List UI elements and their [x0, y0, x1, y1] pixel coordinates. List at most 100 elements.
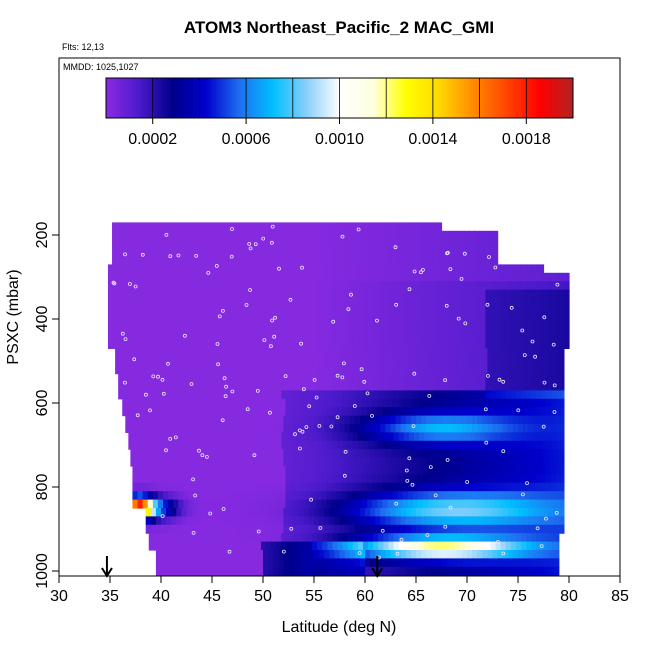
- heatmap-cell: [458, 466, 465, 475]
- heatmap-cell: [306, 373, 313, 383]
- heatmap-cell: [245, 272, 252, 282]
- heatmap-cell: [439, 289, 446, 299]
- heatmap-cell: [424, 264, 430, 274]
- heatmap-cell: [487, 524, 494, 534]
- heatmap-cell: [551, 432, 558, 442]
- heatmap-cell: [174, 390, 180, 400]
- heatmap-cell: [224, 230, 230, 240]
- heatmap-cell: [560, 407, 565, 417]
- heatmap-cell: [230, 289, 237, 299]
- heatmap-cell: [505, 390, 512, 400]
- heatmap-cell: [166, 566, 172, 576]
- heatmap-cell: [351, 256, 358, 265]
- heatmap-cell: [257, 550, 264, 559]
- heatmap-cell: [332, 314, 339, 324]
- heatmap-cell: [123, 264, 129, 274]
- heatmap-cell: [372, 398, 378, 408]
- heatmap-cell: [480, 340, 486, 349]
- heatmap-cell: [137, 222, 144, 232]
- heatmap-cell: [362, 340, 369, 349]
- heatmap-cell: [505, 281, 512, 291]
- heatmap-cell: [525, 466, 531, 475]
- heatmap-cell: [168, 256, 174, 265]
- sample-point: [191, 477, 196, 482]
- heatmap-cell: [439, 331, 446, 341]
- heatmap-cell: [174, 323, 180, 333]
- heatmap-cell: [266, 432, 272, 442]
- heatmap-cell: [433, 474, 440, 484]
- heatmap-cell: [505, 298, 512, 307]
- heatmap-cell: [400, 365, 407, 375]
- heatmap-cell: [485, 289, 492, 299]
- heatmap-cell: [217, 550, 223, 559]
- heatmap-cell: [521, 390, 527, 400]
- heatmap-cell: [398, 306, 405, 316]
- heatmap-cell: [367, 482, 373, 492]
- heatmap-cell: [227, 566, 233, 576]
- heatmap-cell: [412, 398, 419, 408]
- heatmap-cell: [458, 239, 465, 249]
- heatmap-cell: [206, 348, 213, 358]
- heatmap-cell: [500, 373, 507, 383]
- heatmap-cell: [245, 390, 252, 400]
- heatmap-cell: [217, 516, 223, 526]
- heatmap-cell: [342, 298, 349, 307]
- heatmap-cell: [487, 356, 494, 366]
- heatmap-cell: [263, 550, 269, 559]
- x-tick-label: 35: [101, 588, 119, 605]
- heatmap-cell: [470, 382, 476, 391]
- heatmap-cell: [500, 281, 507, 291]
- sample-point: [407, 287, 412, 292]
- heatmap-cell: [266, 331, 272, 341]
- heatmap-cell: [194, 281, 201, 291]
- heatmap-cell: [225, 390, 231, 400]
- heatmap-cell: [536, 440, 543, 450]
- heatmap-cell: [278, 457, 284, 467]
- heatmap-cell: [378, 281, 384, 291]
- heatmap-cell: [208, 491, 215, 501]
- heatmap-cell: [322, 340, 328, 349]
- heatmap-cell: [551, 281, 558, 291]
- heatmap-cell: [194, 340, 201, 349]
- heatmap-cell: [502, 457, 509, 467]
- heatmap-cell: [250, 289, 257, 299]
- heatmap-cell: [204, 331, 211, 341]
- heatmap-cell: [271, 289, 277, 299]
- heatmap-cell: [259, 482, 266, 492]
- heatmap-cell: [408, 390, 415, 400]
- heatmap-cell: [403, 314, 410, 324]
- heatmap-cell: [339, 550, 346, 559]
- heatmap-cell: [212, 356, 218, 366]
- heatmap-cell: [281, 281, 288, 291]
- sample-point: [301, 387, 306, 392]
- heatmap-cell: [206, 457, 213, 467]
- x-tick-label: 40: [152, 588, 170, 605]
- heatmap-cell: [558, 365, 565, 375]
- heatmap-cell: [523, 348, 529, 358]
- heatmap-cell: [164, 440, 170, 450]
- heatmap-cell: [434, 440, 441, 450]
- heatmap-cell: [368, 432, 374, 442]
- heatmap-cell: [380, 566, 386, 576]
- heatmap-cell: [403, 289, 410, 299]
- heatmap-cell: [327, 331, 333, 341]
- colorbar-swatch: [493, 78, 497, 118]
- heatmap-cell: [296, 264, 303, 274]
- heatmap-cell: [225, 382, 231, 391]
- heatmap-cell: [521, 340, 527, 349]
- heatmap-cell: [429, 331, 435, 341]
- sample-point: [160, 514, 165, 518]
- heatmap-cell: [540, 491, 547, 501]
- heatmap-cell: [266, 382, 272, 391]
- heatmap-cell: [372, 239, 378, 249]
- heatmap-cell: [215, 382, 221, 391]
- heatmap-cell: [387, 247, 394, 257]
- heatmap-cell: [206, 524, 213, 534]
- heatmap-cell: [113, 298, 119, 307]
- y-tick-label: 800: [34, 474, 51, 501]
- heatmap-cell: [198, 239, 205, 249]
- heatmap-cell: [260, 331, 267, 341]
- heatmap-cell: [382, 222, 389, 232]
- heatmap-cell: [306, 272, 313, 282]
- heatmap-cell: [470, 298, 476, 307]
